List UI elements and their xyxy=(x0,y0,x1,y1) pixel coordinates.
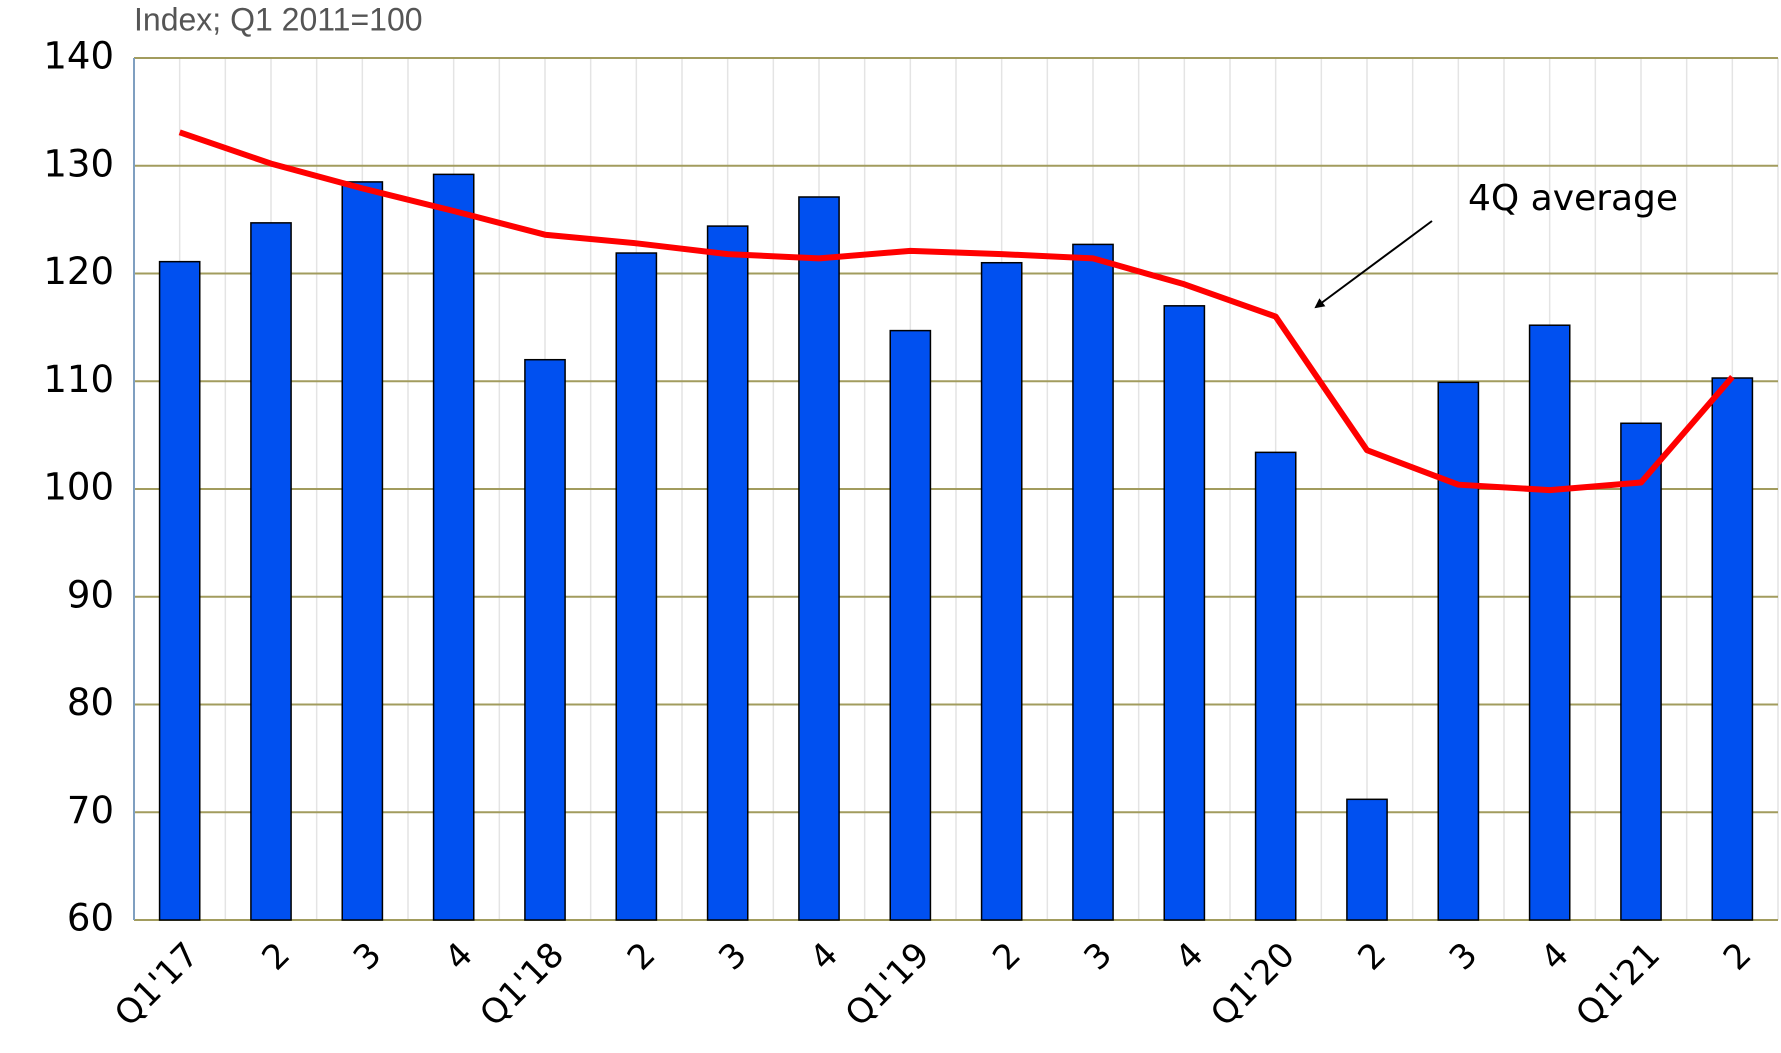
x-tick-label: 2 xyxy=(985,935,1029,979)
bar xyxy=(432,173,475,921)
y-tick-label: 110 xyxy=(43,358,114,401)
x-tick-label: 4 xyxy=(802,935,846,979)
bar xyxy=(1437,381,1480,921)
x-tick-label: Q1'20 xyxy=(1203,935,1303,1035)
bar xyxy=(1528,324,1571,921)
y-tick-label: 100 xyxy=(43,466,114,509)
x-tick-label: Q1'21 xyxy=(1568,935,1668,1035)
x-tick-label: 3 xyxy=(1076,935,1120,979)
x-tick-label: 2 xyxy=(254,935,298,979)
y-tick-label: 70 xyxy=(67,789,114,832)
y-tick-label: 80 xyxy=(67,681,114,724)
x-tick-label: 2 xyxy=(620,935,664,979)
bar xyxy=(250,222,292,921)
x-tick-label: 4 xyxy=(1168,935,1212,979)
x-tick-label: 2 xyxy=(1716,935,1760,979)
bar xyxy=(1346,798,1388,921)
bar xyxy=(1711,377,1754,921)
bar xyxy=(341,181,384,921)
y-tick-label: 130 xyxy=(43,142,114,185)
x-tick-label: 3 xyxy=(711,935,755,979)
y-tick-label: 90 xyxy=(67,573,114,616)
chart-subtitle: Index; Q1 2011=100 xyxy=(134,1,423,37)
bar xyxy=(798,196,840,921)
bar xyxy=(615,252,658,921)
x-tick-label: 3 xyxy=(1442,935,1486,979)
x-tick-label: 4 xyxy=(437,935,481,979)
y-tick-label: 120 xyxy=(43,250,114,293)
x-tick-label: 2 xyxy=(1350,935,1394,979)
x-tick-label: Q1'19 xyxy=(838,935,938,1035)
bar xyxy=(1620,422,1662,921)
annotation-arrow xyxy=(1314,220,1433,309)
x-tick-label: Q1'17 xyxy=(107,935,207,1035)
bar xyxy=(1254,451,1297,921)
x-tick-label: 3 xyxy=(346,935,390,979)
y-tick-label: 60 xyxy=(67,897,114,940)
x-tick-label: 4 xyxy=(1533,935,1577,979)
bar xyxy=(524,358,566,921)
bar xyxy=(980,261,1023,921)
bar xyxy=(1163,305,1206,921)
x-tick-label: Q1'18 xyxy=(472,935,572,1035)
bar xyxy=(1072,243,1114,921)
line xyxy=(178,129,1735,494)
bar xyxy=(706,225,749,921)
bar xyxy=(889,329,932,921)
annotation: 4Q average xyxy=(1468,178,1678,219)
bar xyxy=(158,260,201,921)
y-tick-label: 140 xyxy=(43,35,114,78)
